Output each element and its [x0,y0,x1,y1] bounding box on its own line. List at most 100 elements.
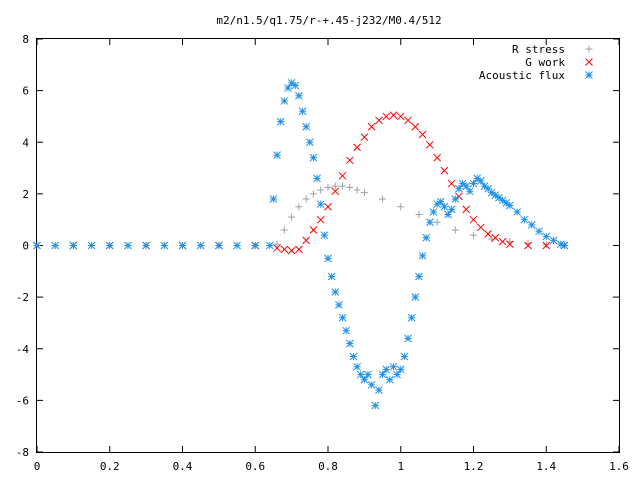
data-point [367,122,376,131]
data-point [549,236,558,245]
x-tick-label: 1 [397,460,404,473]
data-point [316,200,325,209]
data-point [353,186,361,194]
legend-marker [585,58,593,66]
data-point [345,339,354,348]
x-tick-label: 1.6 [609,460,629,473]
data-point [305,138,314,147]
data-point [535,227,543,236]
y-tick-label: -4 [16,343,30,356]
data-point [233,241,241,250]
data-point [506,240,514,249]
data-point [542,232,551,241]
data-point [364,370,372,379]
data-point [425,218,434,227]
chart-title: m2/n1.5/q1.75/r-+.45-j232/M0.4/512 [216,14,441,27]
data-point [251,241,260,250]
data-point [360,189,368,197]
data-point [353,362,361,371]
data-point [524,241,532,250]
data-point [295,245,303,254]
data-point [542,241,550,249]
data-point [375,386,383,394]
data-point [302,236,311,245]
data-point [411,293,420,301]
data-point [320,231,329,240]
data-point [295,91,303,100]
data-point [396,365,405,374]
legend-label: R stress [512,43,565,56]
data-point [484,230,492,238]
data-point [382,365,391,374]
legend-label: Acoustic flux [479,69,565,82]
series-2 [33,79,569,410]
data-point [360,375,369,384]
data-point [288,213,296,221]
y-tick-label: 4 [22,136,29,149]
x-tick-label: 0.4 [173,460,193,473]
data-point [87,241,96,250]
data-point [124,241,132,250]
data-point [375,116,383,125]
data-point [393,370,401,379]
data-point [349,352,358,361]
data-point [542,241,551,250]
data-point [378,370,387,379]
data-point [498,237,507,246]
data-point [298,107,307,116]
data-point [433,200,441,209]
data-point [215,241,223,250]
x-tick-label: 0.6 [245,460,265,473]
data-point [69,241,78,250]
data-point [462,205,471,214]
data-point [491,233,500,242]
data-point [462,182,471,190]
data-point [396,112,405,121]
data-point [331,288,340,296]
series-0 [33,182,568,249]
data-point [422,233,431,242]
data-point [389,362,398,371]
x-tick-label: 1.2 [464,460,484,473]
data-point [295,203,303,211]
data-point [302,195,310,203]
data-point [469,179,478,188]
data-point [280,97,289,105]
data-point [418,130,427,139]
data-point [444,210,452,219]
data-point [269,195,278,203]
data-point [429,208,438,216]
data-point [411,122,420,131]
data-point [327,272,336,281]
data-point [280,245,289,254]
plot-frame [36,38,620,453]
x-tick-label: 0.8 [318,460,338,473]
data-point [360,133,369,141]
data-point [317,186,325,194]
data-point [382,112,391,121]
data-point [196,241,205,250]
data-point [440,202,449,211]
data-point [33,241,41,250]
data-point [415,272,423,281]
data-point [527,220,536,229]
data-point [309,190,317,198]
y-tick-label: 0 [22,240,29,253]
data-point [440,166,449,175]
data-point [371,401,380,410]
data-point [476,177,485,185]
data-point [451,226,459,234]
y-tick-label: 2 [22,188,29,201]
data-point [105,241,114,250]
data-point [436,197,445,206]
x-tick-label: 0 [34,460,41,473]
data-point [389,111,398,120]
data-point [455,184,463,193]
data-point [506,201,514,210]
data-point [265,241,274,250]
data-point [178,241,187,250]
axis-ticks: 0 0.2 0.4 0.6 0.8 1 1.2 1.4 1.6 -8 -6 -4 -2 0 2 4 6 8 [16,33,629,473]
data-point [302,122,311,131]
